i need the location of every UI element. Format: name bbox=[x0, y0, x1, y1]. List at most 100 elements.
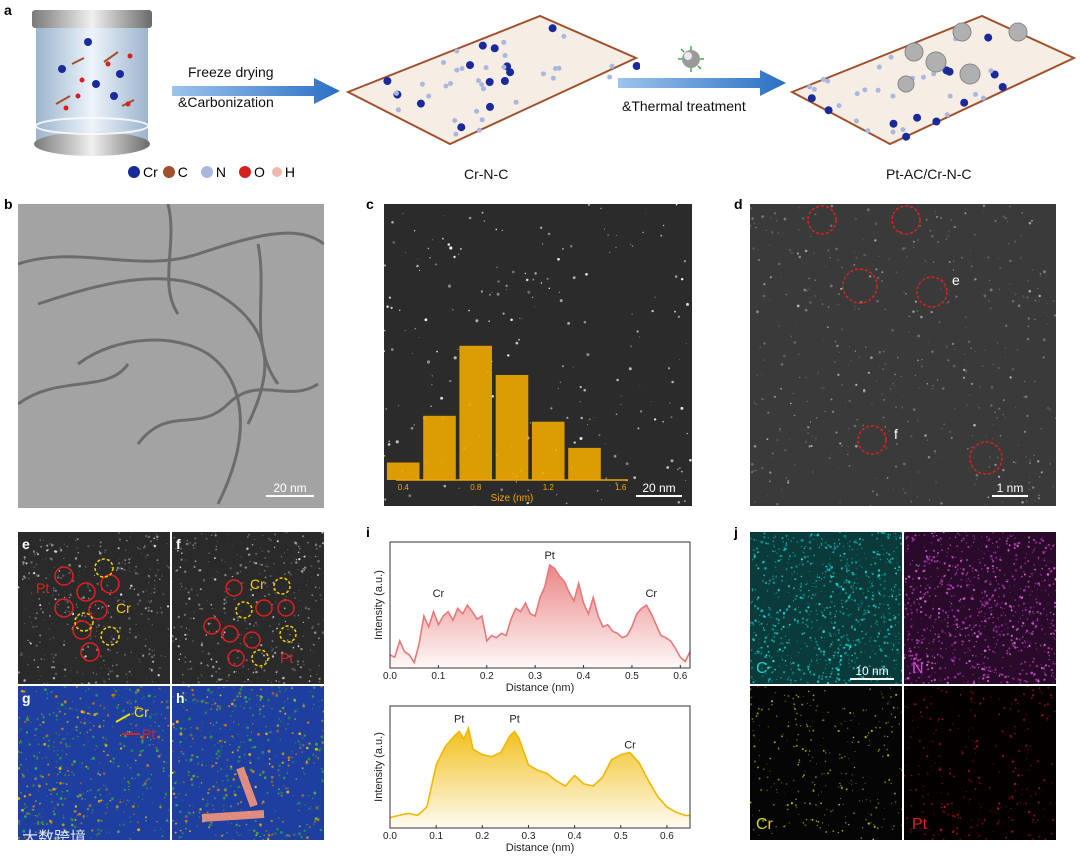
peak-annotation: Pt bbox=[544, 550, 554, 562]
arrow2-bottom-label: &Thermal treatment bbox=[622, 98, 746, 114]
peak-annotation: Cr bbox=[645, 588, 657, 600]
x-tick-label: 0.0 bbox=[383, 831, 397, 842]
cr-atom-icon bbox=[128, 166, 140, 178]
label-pt-f: Pt bbox=[280, 650, 294, 666]
label-cr-g: Cr bbox=[134, 704, 149, 720]
legend-cr: Cr bbox=[143, 164, 158, 180]
histogram-tick-label: 1.6 bbox=[615, 483, 627, 492]
middle-caption: Cr-N-C bbox=[464, 166, 509, 182]
watermark-text: 大数跨境 bbox=[21, 830, 86, 847]
histogram-bar bbox=[386, 462, 420, 480]
tem-image-b: 20 nm bbox=[18, 204, 324, 508]
plot-frame bbox=[389, 541, 691, 669]
eds-label-c: C bbox=[756, 660, 768, 677]
peak-annotation: Pt bbox=[454, 713, 464, 725]
histogram-tick-label: 1.2 bbox=[543, 483, 555, 492]
profile-area bbox=[390, 728, 690, 828]
panel-label-e: e bbox=[22, 536, 30, 552]
panel-label-j: j bbox=[734, 524, 738, 540]
h-atom-icon bbox=[271, 167, 282, 177]
cluster-circle bbox=[916, 276, 948, 308]
x-tick-label: 0.2 bbox=[475, 831, 489, 842]
watermark: ◌ 大数跨境 bbox=[8, 824, 86, 848]
reactor-vessel-illustration bbox=[32, 10, 152, 156]
marker-f: f bbox=[894, 426, 898, 442]
right-caption: Pt-AC/Cr-N-C bbox=[886, 166, 972, 182]
label-pt-g: Pt bbox=[142, 726, 156, 742]
profile-line bbox=[389, 725, 690, 819]
x-tick-label: 0.3 bbox=[528, 671, 542, 682]
x-tick-label: 0.6 bbox=[660, 831, 674, 842]
haadf-image-c: 0.4 0.8 1.2 1.6 Size (nm) 20 nm bbox=[384, 204, 692, 506]
profile-line bbox=[389, 563, 691, 665]
peak-annotation: Cr bbox=[433, 588, 445, 600]
panel-label-d: d bbox=[734, 196, 743, 212]
eds-label-n: N bbox=[912, 660, 924, 677]
line-profile-2 bbox=[201, 810, 265, 822]
y-axis-label: Intensity (a.u.) bbox=[373, 570, 385, 640]
eds-map-n: N bbox=[904, 532, 1056, 684]
panel-label-b: b bbox=[4, 196, 13, 212]
arrow1-bottom-label: &Carbonization bbox=[178, 94, 274, 110]
label-cr-f: Cr bbox=[250, 576, 265, 592]
scalebar-b-label: 20 nm bbox=[273, 481, 307, 495]
histogram-bar bbox=[495, 375, 529, 480]
x-tick-label: 0.2 bbox=[480, 671, 494, 682]
x-tick-label: 0.5 bbox=[614, 831, 628, 842]
cluster-circle bbox=[857, 425, 887, 455]
scalebar-d: 1 nm bbox=[992, 481, 1028, 498]
process-arrow-1-icon bbox=[172, 78, 340, 104]
histogram-bar bbox=[568, 447, 601, 480]
c-atom-icon bbox=[162, 166, 175, 178]
watermark-logo-icon: ◌ bbox=[8, 830, 22, 847]
x-tick-label: 0.4 bbox=[577, 671, 591, 682]
x-tick-label: 0.1 bbox=[429, 831, 443, 842]
cluster-circle bbox=[807, 205, 837, 235]
line-profile-1 bbox=[236, 766, 258, 808]
panel-label-h: h bbox=[176, 690, 185, 706]
line-profile-chart-1: 0.0 0.1 0.2 0.3 0.4 0.5 0.6 Distance (nm) Intens… bbox=[373, 541, 691, 694]
label-pt-e: Pt bbox=[36, 580, 50, 596]
eds-label-pt: Pt bbox=[912, 816, 928, 833]
scalebar-j: 10 nm bbox=[850, 664, 894, 681]
histogram-tick-label: 0.4 bbox=[398, 483, 410, 492]
legend-o: O bbox=[254, 164, 265, 180]
histogram-bar bbox=[423, 415, 456, 480]
peak-annotation: Pt bbox=[509, 713, 519, 725]
x-axis-label: Distance (nm) bbox=[506, 682, 574, 694]
n-atom-icon bbox=[200, 166, 213, 178]
cluster-circle bbox=[842, 268, 878, 304]
x-tick-label: 0.5 bbox=[625, 671, 639, 682]
process-arrow-2-icon bbox=[618, 70, 786, 96]
y-axis-label: Intensity (a.u.) bbox=[373, 732, 385, 802]
scalebar-j-label: 10 nm bbox=[855, 664, 889, 678]
histogram-bar bbox=[459, 345, 492, 480]
histogram-tick-label: 0.8 bbox=[470, 483, 482, 492]
x-tick-label: 0.6 bbox=[673, 671, 687, 682]
profile-area bbox=[390, 565, 690, 668]
x-axis-label: Distance (nm) bbox=[506, 842, 574, 854]
histogram-bar bbox=[531, 421, 565, 480]
haadf-image-f: f Cr Pt bbox=[172, 532, 324, 684]
haadf-image-e: e Pt Cr bbox=[18, 532, 170, 684]
atom-legend: Cr C N O H bbox=[128, 162, 295, 182]
intensity-map-h: h bbox=[172, 686, 324, 840]
o-atom-icon bbox=[239, 166, 252, 178]
haadf-image-d: e f 1 nm bbox=[750, 204, 1056, 506]
pt-cluster-icon bbox=[678, 46, 704, 72]
cluster-circle bbox=[969, 441, 1003, 475]
histogram-x-label: Size (nm) bbox=[491, 493, 534, 504]
x-tick-label: 0.0 bbox=[383, 671, 397, 682]
eds-label-cr: Cr bbox=[756, 816, 773, 833]
x-tick-label: 0.1 bbox=[431, 671, 445, 682]
label-cr-e: Cr bbox=[116, 600, 131, 616]
scalebar-c-label: 20 nm bbox=[642, 481, 676, 495]
eds-map-c: C 10 nm bbox=[750, 532, 902, 684]
marker-e: e bbox=[952, 272, 960, 288]
arrow-cr-icon bbox=[115, 713, 131, 723]
line-profile-chart-2: 0.0 0.1 0.2 0.3 0.4 0.5 0.6 Distance (nm) Intens… bbox=[373, 705, 691, 854]
panel-label-a: a bbox=[4, 2, 12, 18]
cluster-circle bbox=[891, 205, 921, 235]
peak-annotation: Cr bbox=[624, 740, 636, 752]
panel-label-c: c bbox=[366, 196, 374, 212]
